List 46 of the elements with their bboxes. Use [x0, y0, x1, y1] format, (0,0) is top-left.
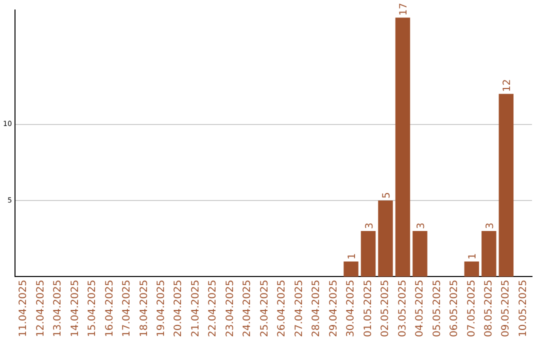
x-tick-label: 20.04.2025 — [173, 280, 184, 338]
data-label: 3 — [484, 222, 496, 230]
data-label: 1 — [347, 253, 358, 260]
data-label: 1 — [468, 253, 479, 260]
data-label: 17 — [398, 2, 410, 16]
x-tick-label: 12.04.2025 — [35, 280, 46, 338]
x-tick-label: 02.05.2025 — [380, 280, 392, 338]
bar — [464, 262, 480, 277]
bar — [344, 262, 358, 277]
bar — [360, 231, 376, 277]
x-tick-label: 10.05.2025 — [518, 280, 529, 338]
bar — [395, 18, 410, 277]
x-tick-label: 09.05.2025 — [500, 280, 512, 338]
bar — [412, 231, 428, 277]
x-tick-label: 17.04.2025 — [122, 280, 133, 338]
x-tick-label: 08.05.2025 — [484, 280, 495, 338]
bar — [378, 200, 393, 277]
x-tick-label: 11.04.2025 — [18, 280, 30, 338]
x-tick-label: 21.04.2025 — [190, 280, 202, 338]
x-tick-label: 19.04.2025 — [156, 280, 168, 338]
x-tick-label: 05.05.2025 — [432, 280, 443, 338]
bar — [498, 94, 514, 277]
x-tick-label: 14.04.2025 — [70, 280, 81, 338]
x-tick-label: 13.04.2025 — [52, 280, 64, 338]
x-tick-label: 22.04.2025 — [208, 280, 219, 338]
x-tick-label: 18.04.2025 — [138, 280, 150, 338]
bar — [482, 231, 496, 277]
data-label: 3 — [364, 222, 376, 230]
x-tick-label: 07.05.2025 — [466, 280, 478, 338]
x-tick-label: 03.05.2025 — [397, 280, 408, 338]
x-tick-label: 28.04.2025 — [311, 280, 322, 338]
data-label: 12 — [502, 79, 514, 92]
x-tick-label: 29.04.2025 — [328, 280, 340, 338]
data-label: 5 — [381, 192, 392, 199]
x-tick-label: 25.04.2025 — [259, 280, 270, 338]
x-tick-label: 26.04.2025 — [276, 280, 288, 338]
x-tick-label: 23.04.2025 — [224, 280, 236, 338]
x-tick-label: 04.05.2025 — [414, 280, 426, 338]
x-tick-label: 01.05.2025 — [362, 280, 374, 338]
x-tick-label: 24.04.2025 — [242, 280, 254, 338]
data-label: 3 — [416, 222, 427, 230]
x-tick-label: 06.05.2025 — [449, 280, 460, 338]
x-tick-label: 30.04.2025 — [346, 280, 357, 338]
x-tick-label: 15.04.2025 — [87, 280, 98, 338]
x-tick-label: 27.04.2025 — [294, 280, 305, 338]
x-tick-label: 16.04.2025 — [104, 280, 116, 338]
